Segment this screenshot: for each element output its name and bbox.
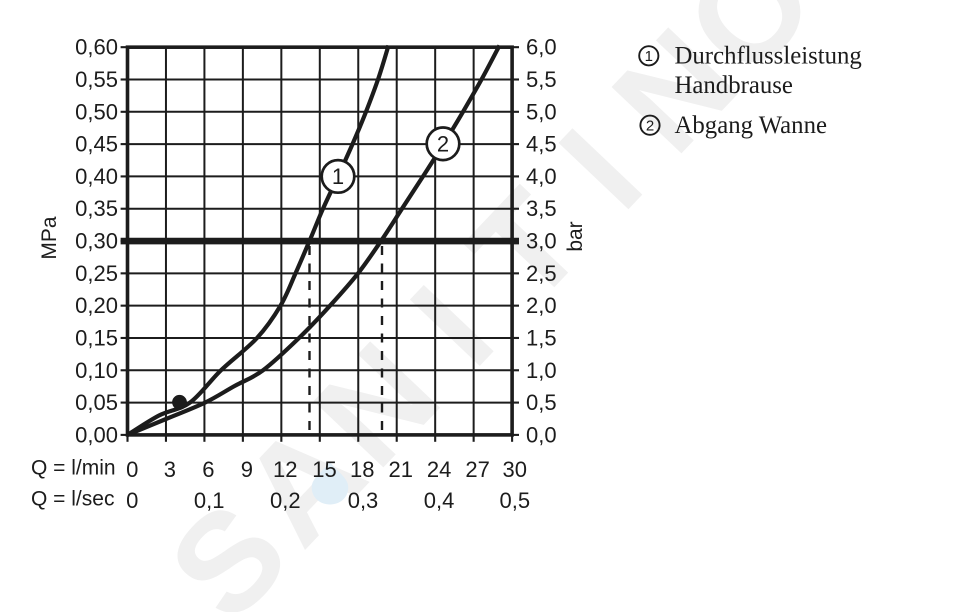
svg-text:0,50: 0,50 [75, 99, 118, 124]
svg-text:21: 21 [388, 457, 412, 482]
svg-text:Durchflussleistung: Durchflussleistung [675, 43, 862, 70]
svg-text:Q = l/sec: Q = l/sec [31, 488, 114, 511]
svg-text:0,25: 0,25 [75, 261, 118, 286]
svg-text:6,0: 6,0 [526, 35, 557, 60]
svg-text:1,0: 1,0 [526, 358, 557, 383]
svg-text:5,0: 5,0 [526, 99, 557, 124]
svg-text:27: 27 [465, 457, 489, 482]
svg-text:2: 2 [437, 132, 449, 157]
svg-text:bar: bar [564, 221, 587, 251]
svg-text:Q = l/min: Q = l/min [31, 457, 116, 480]
svg-text:5,5: 5,5 [526, 67, 557, 92]
svg-text:0,40: 0,40 [75, 164, 118, 189]
svg-text:1: 1 [645, 48, 653, 65]
svg-text:0,5: 0,5 [500, 488, 531, 513]
svg-text:0,45: 0,45 [75, 132, 118, 157]
svg-text:12: 12 [273, 457, 297, 482]
svg-text:0,4: 0,4 [424, 488, 455, 513]
svg-text:0: 0 [126, 457, 138, 482]
svg-text:0,30: 0,30 [75, 229, 118, 254]
svg-text:0,10: 0,10 [75, 358, 118, 383]
svg-text:3,5: 3,5 [526, 196, 557, 221]
svg-text:4,0: 4,0 [526, 164, 557, 189]
svg-text:1: 1 [332, 164, 344, 189]
svg-text:1,5: 1,5 [526, 326, 557, 351]
svg-text:2,5: 2,5 [526, 261, 557, 286]
svg-text:24: 24 [427, 457, 451, 482]
svg-text:Abgang Wanne: Abgang Wanne [675, 112, 828, 139]
svg-text:0,0: 0,0 [526, 422, 557, 447]
svg-text:0,60: 0,60 [75, 35, 118, 60]
svg-text:0,2: 0,2 [270, 488, 301, 513]
svg-text:0,5: 0,5 [526, 390, 557, 415]
svg-text:2: 2 [646, 118, 654, 135]
svg-text:18: 18 [350, 457, 374, 482]
svg-text:0,00: 0,00 [75, 422, 118, 447]
svg-text:0,35: 0,35 [75, 196, 118, 221]
svg-text:0,15: 0,15 [75, 326, 118, 351]
svg-text:0,1: 0,1 [194, 488, 225, 513]
svg-text:0,20: 0,20 [75, 293, 118, 318]
svg-text:3,0: 3,0 [526, 229, 557, 254]
svg-text:30: 30 [503, 457, 527, 482]
svg-text:0,55: 0,55 [75, 67, 118, 92]
svg-text:2,0: 2,0 [526, 293, 557, 318]
svg-text:Handbrause: Handbrause [675, 72, 793, 99]
svg-text:9: 9 [241, 457, 253, 482]
svg-text:0,3: 0,3 [348, 488, 379, 513]
svg-text:0: 0 [126, 488, 138, 513]
svg-text:4,5: 4,5 [526, 132, 557, 157]
svg-text:3: 3 [164, 457, 176, 482]
svg-text:15: 15 [312, 457, 336, 482]
svg-text:6: 6 [202, 457, 214, 482]
svg-text:MPa: MPa [38, 216, 61, 260]
svg-text:0,05: 0,05 [75, 390, 118, 415]
